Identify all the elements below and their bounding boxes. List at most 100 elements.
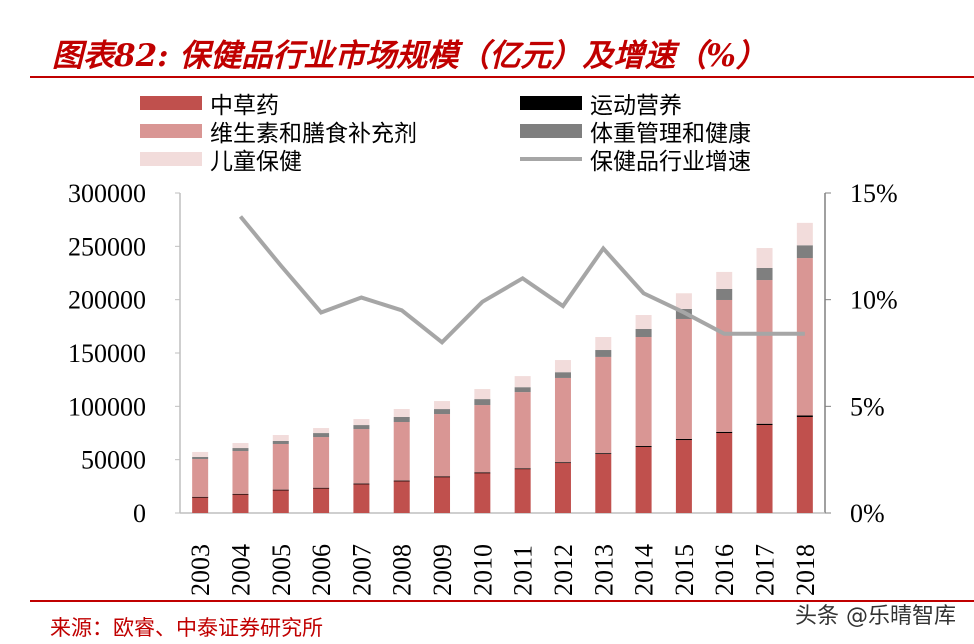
bar-segment	[635, 329, 652, 337]
bar-segment	[675, 293, 692, 309]
bar-segment	[192, 451, 209, 457]
bar-segment	[635, 446, 652, 447]
y-tick-label-right: 15%	[850, 179, 898, 208]
x-tick-label: 2007	[347, 544, 376, 596]
legend-swatch	[140, 124, 202, 138]
bar-segment	[514, 376, 531, 388]
bar-segment	[514, 392, 531, 469]
bar-segment	[313, 437, 330, 488]
bar-segment	[635, 446, 652, 513]
bar-segment	[595, 356, 612, 454]
bar-segment	[756, 425, 773, 513]
bar-segment	[272, 443, 289, 490]
legend-item: 儿童保健	[140, 142, 302, 176]
source-note: 来源：欧睿、中泰证券研究所	[50, 616, 323, 640]
bar-segment	[232, 494, 249, 513]
bar-segment	[554, 360, 571, 373]
bar-segment	[474, 405, 491, 473]
bar-segment	[716, 289, 733, 300]
bar-segment	[474, 389, 491, 400]
legend-label: 运动营养	[590, 93, 682, 119]
bar-segment	[474, 473, 491, 513]
bar-segment	[474, 472, 491, 474]
bar-segment	[393, 481, 410, 513]
bar-segment	[393, 417, 410, 423]
bar-segment	[434, 401, 451, 410]
y-tick-label-left: 50000	[81, 446, 146, 475]
bar-segment	[756, 248, 773, 268]
bar-segment	[796, 222, 813, 246]
bar-segment	[232, 451, 249, 494]
x-tick-label: 2009	[428, 544, 457, 596]
footer-divider	[30, 600, 974, 602]
bar-segment	[595, 350, 612, 357]
bar-segment	[554, 462, 571, 464]
bar-segment	[635, 315, 652, 329]
title-divider	[30, 76, 974, 78]
bar-segment	[716, 431, 733, 433]
bar-segment	[796, 417, 813, 513]
bar-segment	[192, 496, 209, 498]
bar-segment	[756, 423, 773, 425]
x-tick-label: 2010	[468, 544, 497, 596]
y-tick-label-right: 5%	[850, 392, 885, 421]
bar-segment	[554, 372, 571, 378]
bar-segment	[796, 245, 813, 259]
x-tick-label: 2014	[630, 544, 659, 596]
bar-segment	[514, 468, 531, 470]
bar-segment	[232, 448, 249, 452]
x-tick-label: 2006	[307, 544, 336, 596]
bar-segment	[635, 337, 652, 447]
bar-segment	[272, 489, 289, 491]
x-tick-label: 2018	[791, 544, 820, 596]
y-tick-label-right: 10%	[850, 286, 898, 315]
y-tick-label-left: 100000	[68, 392, 146, 421]
watermark: 头条 @乐晴智库	[795, 604, 956, 629]
bar-segment	[232, 443, 249, 449]
bar-segment	[756, 280, 773, 424]
legend-item: 维生素和膳食补充剂	[140, 114, 417, 148]
bar-segment	[514, 387, 531, 393]
y-tick-label-left: 300000	[68, 179, 146, 208]
x-tick-label: 2013	[589, 544, 618, 596]
bar-segment	[192, 459, 209, 497]
bar-segment	[313, 487, 330, 489]
legend-label: 中草药	[210, 93, 279, 119]
bar-segment	[675, 318, 692, 439]
bar-segment	[434, 476, 451, 478]
x-tick-label: 2012	[549, 544, 578, 596]
bar-segment	[313, 428, 330, 434]
legend-swatch	[520, 96, 582, 110]
legend-item: 中草药	[140, 86, 279, 120]
bar-segment	[474, 399, 491, 406]
x-tick-label: 2011	[509, 545, 538, 596]
legend-label: 维生素和膳食补充剂	[210, 121, 417, 147]
legend-label: 体重管理和健康	[590, 121, 751, 147]
legend-label: 保健品行业增速	[590, 149, 751, 175]
bar-segment	[353, 425, 370, 430]
legend-item: 体重管理和健康	[520, 114, 751, 148]
bar-segment	[434, 414, 451, 477]
x-tick-label: 2016	[710, 544, 739, 596]
chart-plot: 0 50000 100000 150000 200000 250000 300000 0% 5%…	[68, 179, 898, 596]
bar-segment	[272, 441, 289, 444]
bar-segment	[595, 454, 612, 513]
bar-segment	[353, 483, 370, 513]
bar-segment	[192, 457, 209, 460]
chart-title: 图表82: 保健品行业市场规模（亿元）及增速（%）	[52, 38, 767, 74]
bar-segment	[434, 409, 451, 415]
bar-segment	[554, 462, 571, 513]
bar-segment	[393, 422, 410, 481]
y-tick-label-left: 0	[133, 499, 146, 528]
bar-segment	[796, 258, 813, 416]
bar-segment	[595, 337, 612, 351]
bar-segment	[232, 493, 249, 495]
y-tick-label-left: 150000	[68, 339, 146, 368]
bar-segment	[393, 409, 410, 417]
legend-swatch	[140, 152, 202, 166]
legend-item: 运动营养	[520, 86, 682, 120]
bar-segment	[313, 488, 330, 513]
legend-item: 保健品行业增速	[520, 142, 751, 176]
bar-segment	[313, 433, 330, 438]
bar-segment	[675, 438, 692, 441]
